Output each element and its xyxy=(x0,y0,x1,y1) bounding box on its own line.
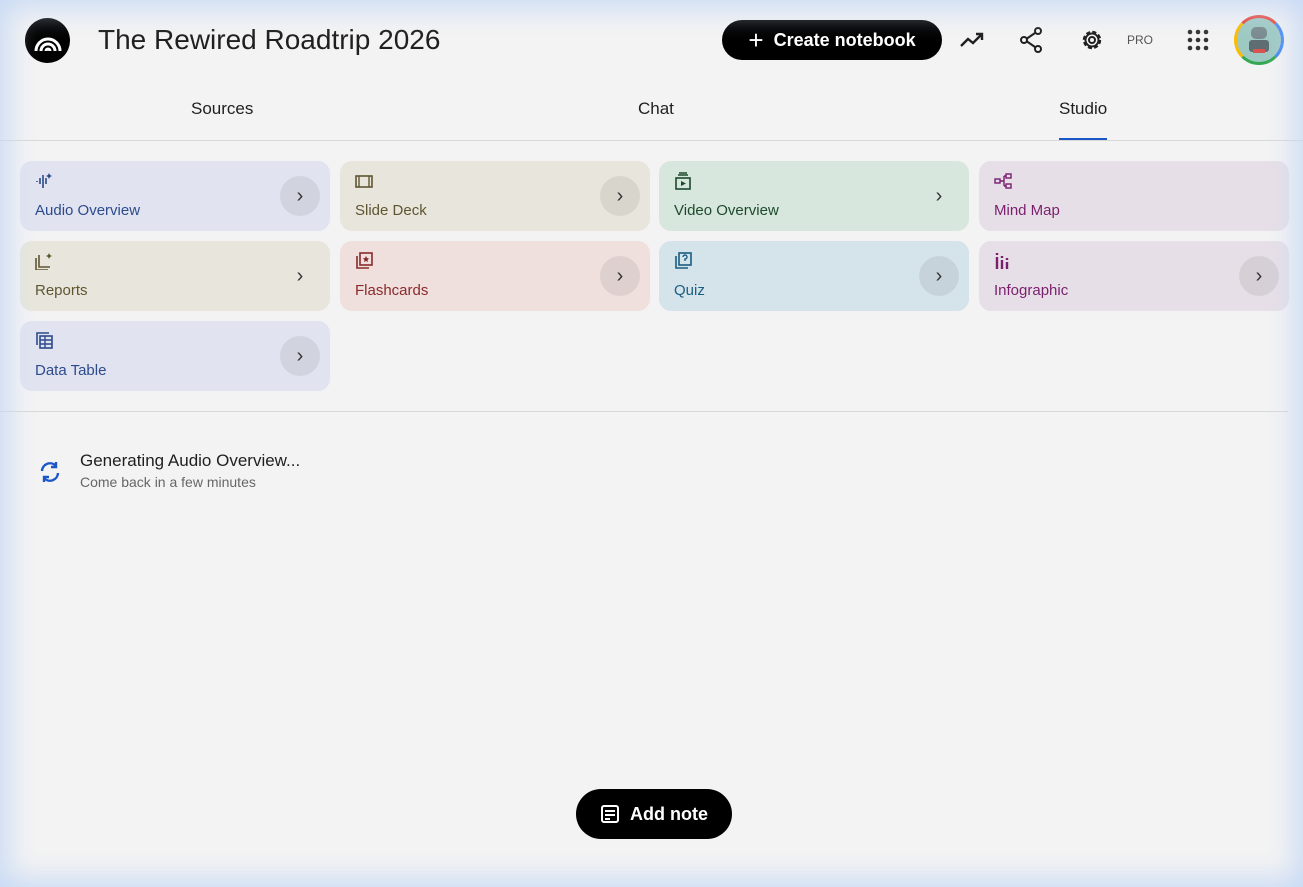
mind-map-icon xyxy=(994,173,1012,189)
studio-card-mind-map[interactable]: Mind Map xyxy=(979,161,1289,231)
quiz-icon xyxy=(675,252,692,269)
create-notebook-button[interactable]: + Create notebook xyxy=(722,20,942,60)
generating-status-subtitle: Come back in a few minutes xyxy=(80,474,256,490)
tab-sources[interactable]: Sources xyxy=(191,99,254,118)
studio-card-quiz[interactable]: Quiz › xyxy=(659,241,969,311)
user-avatar[interactable] xyxy=(1234,15,1284,65)
pro-badge: PRO xyxy=(1127,33,1154,47)
tab-chat[interactable]: Chat xyxy=(638,99,674,118)
chevron-right-icon[interactable]: › xyxy=(600,176,640,216)
slides-icon xyxy=(355,175,373,188)
sync-icon xyxy=(38,460,62,489)
chevron-right-icon[interactable]: › xyxy=(280,336,320,376)
video-icon xyxy=(675,172,691,190)
share-icon[interactable] xyxy=(1017,26,1045,54)
tab-studio[interactable]: Studio xyxy=(1059,99,1108,140)
chevron-right-icon[interactable]: › xyxy=(280,176,320,216)
divider xyxy=(0,411,1288,412)
studio-card-slide-deck[interactable]: Slide Deck › xyxy=(340,161,650,231)
reports-icon xyxy=(35,253,52,270)
add-note-button[interactable]: Add note xyxy=(576,789,732,839)
chevron-right-icon[interactable]: › xyxy=(600,256,640,296)
plus-icon: + xyxy=(748,25,764,55)
studio-card-label: Quiz xyxy=(674,282,705,299)
panel-tabs: Sources Chat Studio xyxy=(0,90,1303,141)
studio-card-infographic[interactable]: Infographic › xyxy=(979,241,1289,311)
studio-card-data-table[interactable]: Data Table › xyxy=(20,321,330,391)
notebooklm-logo[interactable] xyxy=(25,18,70,63)
studio-card-label: Flashcards xyxy=(355,282,429,299)
create-notebook-label: Create notebook xyxy=(773,29,916,50)
studio-card-label: Infographic xyxy=(994,282,1069,299)
studio-card-flashcards[interactable]: Flashcards › xyxy=(340,241,650,311)
studio-card-video-overview[interactable]: Video Overview › xyxy=(659,161,969,231)
robot-avatar-icon xyxy=(1249,27,1269,53)
logo-icon xyxy=(34,37,61,51)
flashcards-icon xyxy=(356,252,373,269)
studio-card-reports[interactable]: Reports › xyxy=(20,241,330,311)
studio-card-label: Reports xyxy=(35,282,88,299)
studio-card-audio-overview[interactable]: Audio Overview › xyxy=(20,161,330,231)
analytics-icon[interactable] xyxy=(958,26,986,54)
add-note-label: Add note xyxy=(630,803,708,824)
chevron-right-icon[interactable]: › xyxy=(919,256,959,296)
audio-waveform-icon xyxy=(36,173,52,188)
apps-grid-icon[interactable] xyxy=(1184,26,1212,54)
notebook-title[interactable]: The Rewired Roadtrip 2026 xyxy=(98,24,441,55)
note-icon xyxy=(601,805,619,823)
studio-card-label: Data Table xyxy=(35,362,107,379)
chevron-right-icon[interactable]: › xyxy=(296,264,304,287)
studio-card-label: Mind Map xyxy=(994,202,1060,219)
studio-card-label: Audio Overview xyxy=(35,202,141,219)
data-table-icon xyxy=(36,332,53,349)
infographic-icon xyxy=(995,253,1009,269)
generating-status-title: Generating Audio Overview... xyxy=(80,451,301,470)
studio-card-label: Video Overview xyxy=(674,202,779,219)
settings-gear-icon[interactable] xyxy=(1078,26,1106,54)
chevron-right-icon[interactable]: › xyxy=(1239,256,1279,296)
studio-card-label: Slide Deck xyxy=(355,202,427,219)
chevron-right-icon[interactable]: › xyxy=(935,184,943,207)
